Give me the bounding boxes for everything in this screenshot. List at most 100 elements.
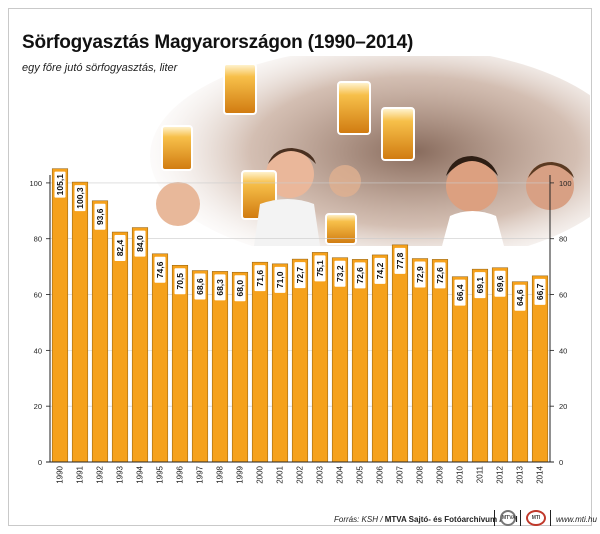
data-label-box	[114, 235, 126, 262]
footer-credit: Forrás: KSH / MTVA Sajtó- és Fotóarchívu…	[334, 515, 518, 524]
data-label: 69,6	[495, 275, 505, 292]
bar	[411, 258, 429, 463]
bar	[111, 231, 129, 463]
data-label: 66,4	[455, 284, 465, 301]
y-tick-label-right: 60	[559, 291, 567, 300]
bar	[271, 263, 289, 463]
bar	[491, 267, 509, 463]
y-tick-label-left: 0	[38, 458, 42, 467]
y-tick-label-right: 80	[559, 235, 567, 244]
y-tick-label-left: 40	[34, 346, 42, 355]
x-tick-label: 2008	[416, 465, 425, 483]
x-tick-label: 2002	[296, 465, 305, 483]
bar	[51, 168, 69, 463]
data-label-box	[514, 284, 526, 311]
y-tick-label-left: 60	[34, 291, 42, 300]
x-tick-label: 2000	[256, 465, 265, 483]
bar	[291, 258, 309, 463]
data-label-box	[494, 270, 506, 297]
footer-separator	[520, 510, 521, 526]
data-label: 75,1	[315, 260, 325, 277]
data-label-box	[394, 247, 406, 274]
data-label: 72,6	[435, 267, 445, 284]
footer-source: Forrás: KSH /	[334, 515, 383, 524]
bar	[431, 259, 449, 463]
chart-title: Sörfogyasztás Magyarországon (1990–2014)	[22, 32, 414, 53]
oktoberfest-crowd-photo	[150, 56, 590, 246]
x-tick-label: 1990	[56, 465, 65, 483]
data-label-box	[274, 266, 286, 293]
x-tick-label: 1996	[176, 465, 185, 483]
bar	[311, 252, 329, 463]
data-label: 72,7	[295, 267, 305, 284]
data-label: 72,9	[415, 266, 425, 283]
x-tick-label: 2004	[336, 465, 345, 483]
bar	[331, 257, 349, 463]
bar	[151, 253, 169, 463]
footer-website[interactable]: www.mti.hu	[556, 515, 597, 524]
x-tick-label: 1995	[156, 465, 165, 483]
data-label-box	[354, 262, 366, 289]
bar	[71, 181, 89, 463]
data-label: 72,6	[355, 267, 365, 284]
data-label: 69,1	[475, 277, 485, 294]
x-tick-label: 2010	[456, 465, 465, 483]
data-label-box	[374, 257, 386, 284]
bar	[391, 244, 409, 463]
bar	[351, 259, 369, 463]
data-label: 82,4	[115, 239, 125, 256]
data-label-box	[234, 275, 246, 302]
data-label: 68,3	[215, 279, 225, 296]
mtva-logo-icon: MTVA	[500, 510, 516, 526]
x-tick-label: 2001	[276, 465, 285, 483]
bar	[131, 227, 149, 463]
x-tick-label: 2014	[536, 465, 545, 483]
y-tick-label-right: 100	[559, 179, 572, 188]
data-label: 71,6	[255, 270, 265, 287]
bar	[251, 261, 269, 463]
x-tick-label: 2012	[496, 465, 505, 483]
x-tick-label: 1998	[216, 465, 225, 483]
data-label: 68,6	[195, 278, 205, 295]
footer-separator	[550, 510, 551, 526]
y-tick-label-left: 20	[34, 402, 42, 411]
data-label: 70,5	[175, 273, 185, 290]
y-tick-label-left: 80	[34, 235, 42, 244]
chart-subtitle: egy főre jutó sörfogyasztás, liter	[22, 62, 178, 74]
data-label-box	[434, 262, 446, 289]
data-label-box	[534, 278, 546, 305]
data-label: 84,0	[135, 235, 145, 252]
data-label-box	[94, 203, 106, 230]
x-tick-label: 2003	[316, 465, 325, 483]
data-label-box	[154, 256, 166, 283]
data-label: 73,2	[335, 265, 345, 282]
x-tick-label: 2006	[376, 465, 385, 483]
data-label-box	[194, 273, 206, 300]
data-label-box	[214, 274, 226, 301]
data-label-box	[174, 268, 186, 295]
data-label-box	[54, 171, 66, 198]
bar	[91, 200, 109, 463]
x-tick-label: 1993	[116, 465, 125, 483]
x-tick-label: 2011	[476, 465, 485, 483]
data-label: 66,7	[535, 283, 545, 300]
x-tick-label: 1997	[196, 465, 205, 483]
data-label: 74,6	[155, 261, 165, 278]
mti-logo-icon: MTI	[526, 510, 546, 526]
data-label-box	[134, 230, 146, 257]
x-tick-label: 1991	[76, 465, 85, 483]
y-tick-label-left: 100	[29, 179, 42, 188]
footer-org: MTVA Sajtó- és Fotóarchívum / MTI	[384, 515, 518, 524]
bar	[171, 264, 189, 463]
y-tick-label-right: 20	[559, 402, 567, 411]
y-tick-label-right: 40	[559, 346, 567, 355]
data-label: 71,0	[275, 271, 285, 288]
data-label: 68,0	[235, 280, 245, 297]
data-label-box	[474, 272, 486, 299]
x-tick-label: 2009	[436, 465, 445, 483]
x-tick-label: 1994	[136, 465, 145, 483]
data-label-box	[414, 261, 426, 288]
x-tick-label: 2013	[516, 465, 525, 483]
bar	[371, 254, 389, 463]
